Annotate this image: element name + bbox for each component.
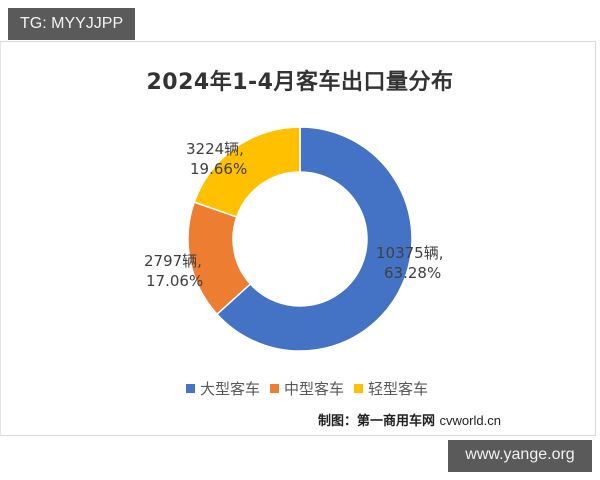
legend-swatch-large-icon bbox=[186, 384, 195, 393]
legend-item-medium: 中型客车 bbox=[270, 378, 344, 399]
source-note: 制图：第一商用车网 cvworld.cn bbox=[318, 410, 501, 429]
label-light-count: 3224辆, bbox=[186, 140, 244, 158]
chart-title: 2024年1-4月客车出口量分布 bbox=[146, 70, 454, 95]
label-medium-bus: 2797辆, 17.06% bbox=[144, 251, 203, 291]
legend-label-medium: 中型客车 bbox=[284, 380, 345, 398]
source-prefix: 制图：第一商用车网 bbox=[318, 414, 440, 429]
watermark-tag-bottom: www.yange.org bbox=[448, 440, 592, 472]
legend-label-large: 大型客车 bbox=[200, 380, 261, 398]
label-medium-count: 2797辆, bbox=[144, 252, 202, 270]
chart-frame bbox=[0, 41, 596, 436]
label-large-count: 10375辆, bbox=[376, 244, 444, 262]
legend-label-light: 轻型客车 bbox=[368, 380, 429, 398]
legend-swatch-medium-icon bbox=[270, 384, 280, 393]
label-medium-percent: 17.06% bbox=[146, 272, 204, 290]
legend-item-light: 轻型客车 bbox=[354, 378, 428, 399]
legend-item-large: 大型客车 bbox=[186, 378, 260, 399]
segment-light-bus bbox=[193, 126, 301, 218]
label-light-bus: 3224辆, 19.66% bbox=[186, 139, 247, 179]
chart-legend: 大型客车 中型客车 轻型客车 bbox=[186, 378, 438, 399]
label-large-bus: 10375辆, 63.28% bbox=[376, 243, 444, 283]
label-large-percent: 63.28% bbox=[384, 264, 442, 282]
segment-large-bus bbox=[215, 126, 413, 352]
legend-swatch-light-icon bbox=[354, 384, 364, 393]
label-light-percent: 19.66% bbox=[190, 160, 248, 178]
source-site: cvworld.cn bbox=[439, 413, 501, 428]
watermark-tag-top: TG: MYYJJPP bbox=[8, 8, 136, 40]
